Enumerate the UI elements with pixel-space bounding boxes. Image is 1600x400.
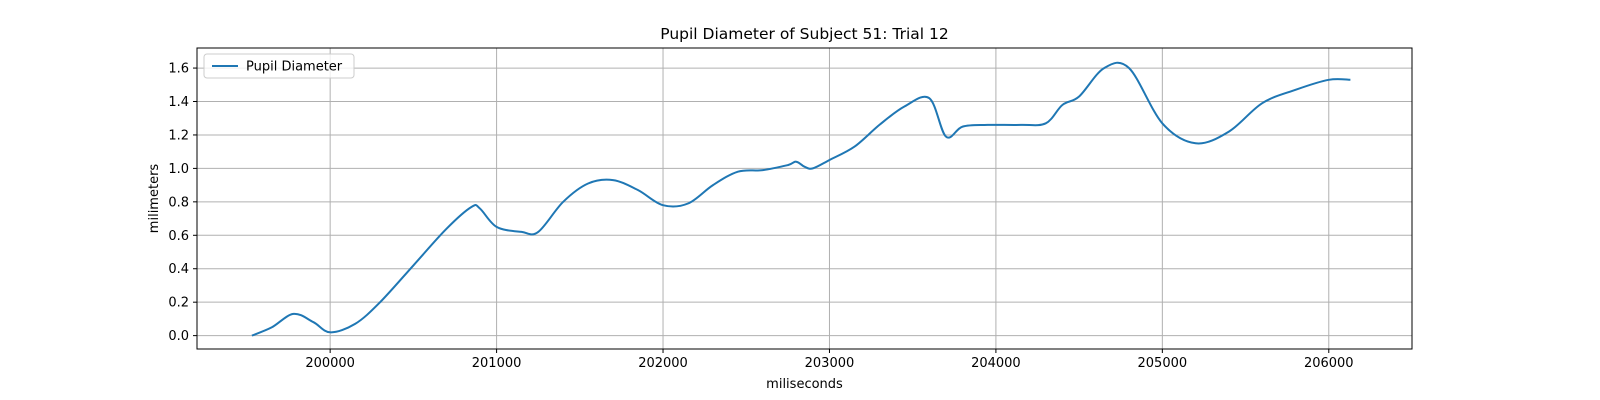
y-tick-label: 0.0	[168, 329, 189, 344]
x-tick-label: 202000	[638, 356, 688, 371]
grid	[197, 48, 1412, 349]
legend: Pupil Diameter	[203, 53, 355, 79]
y-tick-label: 0.6	[168, 229, 189, 244]
x-tick-label: 203000	[805, 356, 855, 371]
x-tick-label: 206000	[1304, 356, 1354, 371]
y-axis-title: milimeters	[147, 164, 162, 234]
legend-box	[203, 53, 355, 79]
chart-title: Pupil Diameter of Subject 51: Trial 12	[660, 25, 949, 43]
x-axis-title: miliseconds	[766, 377, 843, 392]
y-tick-label: 1.2	[168, 128, 189, 143]
x-tick-label: 204000	[971, 356, 1021, 371]
x-tick-label: 201000	[472, 356, 522, 371]
x-tick-label: 205000	[1138, 356, 1188, 371]
series-line-pupil-diameter	[251, 61, 1351, 337]
y-tick-label: 0.4	[168, 262, 189, 277]
y-tick-label: 0.2	[168, 296, 189, 311]
y-tick-label: 1.4	[168, 95, 189, 110]
plot-area-frame	[196, 47, 1413, 350]
x-tick-label: 200000	[305, 356, 355, 371]
ticks: 200000 201000 202000 203000 204000 205000 2060…	[168, 62, 1353, 371]
legend-label: Pupil Diameter	[246, 60, 343, 75]
y-tick-label: 1.0	[168, 162, 189, 177]
series-layer	[251, 61, 1351, 337]
y-tick-label: 1.6	[168, 62, 189, 77]
y-tick-label: 0.8	[168, 195, 189, 210]
